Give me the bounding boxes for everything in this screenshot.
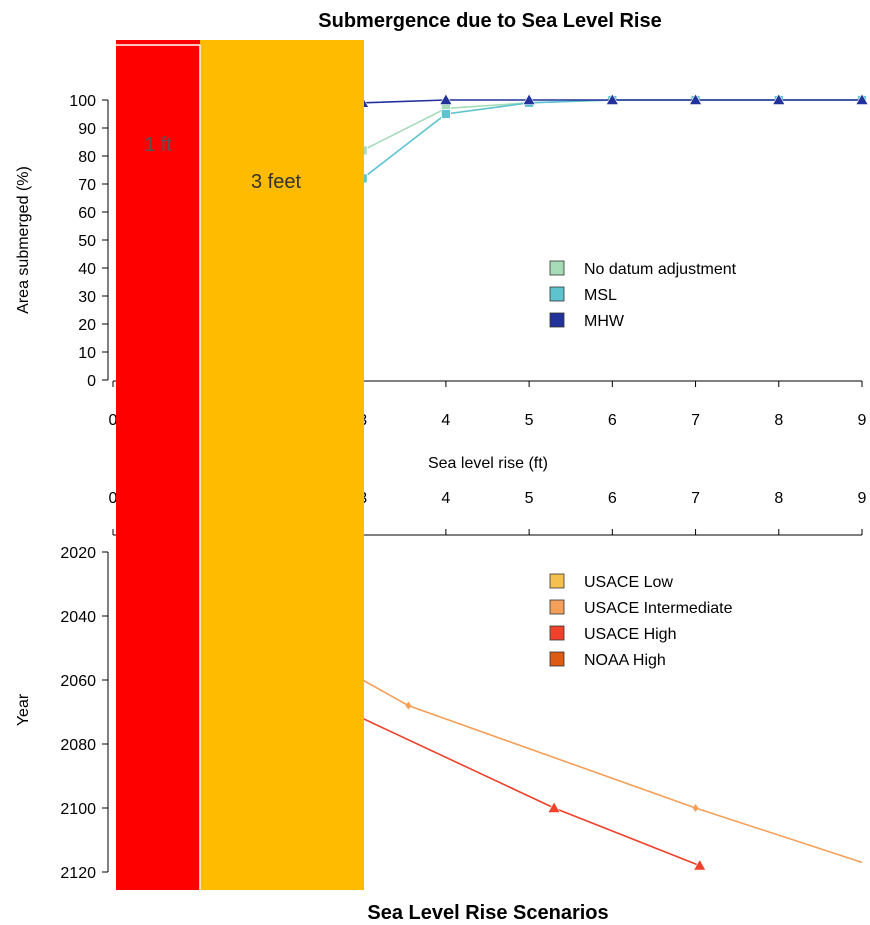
legend-label: MSL <box>584 287 617 304</box>
data-point <box>439 93 453 105</box>
top-x-tick-label: 7 <box>691 412 700 429</box>
legend-swatch <box>549 651 565 667</box>
top-chart-plot <box>356 93 869 184</box>
bottom-chart-title: Sea Level Rise Scenarios <box>367 902 608 924</box>
top-y-tick-label: 90 <box>78 121 96 138</box>
top-y-tick-label: 70 <box>78 177 96 194</box>
bottom-y-tick-label: 2060 <box>60 673 96 690</box>
bottom-chart-plot <box>362 679 863 871</box>
bottom-y-tick-label: 2120 <box>60 865 96 882</box>
legend-label: USACE High <box>584 626 676 643</box>
top-y-tick-label: 50 <box>78 233 96 250</box>
data-point <box>605 93 619 105</box>
bottom-x-tick-label: 4 <box>441 490 450 507</box>
bottom-x-tick-label: 6 <box>608 490 617 507</box>
top-x-tick-label: 0 <box>109 412 118 429</box>
bottom-x-tick-label: 0 <box>109 490 118 507</box>
legend-swatch <box>549 286 565 302</box>
bottom-x-tick-label: 8 <box>774 490 783 507</box>
top-x-tick-label: 9 <box>858 412 867 429</box>
bottom-x-tick-label: 9 <box>858 490 867 507</box>
legend-label: No datum adjustment <box>584 261 737 278</box>
top-x-tick-label: 6 <box>608 412 617 429</box>
top-y-tick-label: 80 <box>78 149 96 166</box>
data-point <box>405 701 412 710</box>
data-point <box>693 858 707 871</box>
series-line-no-datum-adjustment <box>362 99 862 152</box>
data-point <box>440 109 451 119</box>
bottom-x-tick-label: 5 <box>525 490 534 507</box>
top-y-axis-label: Area submerged (%) <box>15 166 32 314</box>
legend-label: NOAA High <box>584 652 666 669</box>
top-chart-axes: 01020304050607080901000123456789 <box>69 93 866 429</box>
bottom-chart-legend: USACE Low USACE Intermediate USACE High NOA… <box>549 573 733 669</box>
top-chart-legend: No datum adjustment MSL MHW <box>549 260 737 330</box>
top-y-tick-label: 0 <box>87 373 96 390</box>
legend-swatch <box>549 625 565 641</box>
bottom-y-tick-label: 2040 <box>60 609 96 626</box>
legend-swatch <box>549 260 565 276</box>
band-1ft-label: 1 ft <box>144 134 172 156</box>
legend-swatch <box>549 312 565 328</box>
legend-swatch <box>549 599 565 615</box>
data-point <box>692 804 699 812</box>
data-point <box>772 93 786 105</box>
bottom-y-tick-label: 2100 <box>60 801 96 818</box>
data-point <box>689 93 703 105</box>
bottom-y-tick-label: 2080 <box>60 737 96 754</box>
data-point <box>855 93 869 105</box>
top-y-tick-label: 10 <box>78 345 96 362</box>
top-y-tick-label: 30 <box>78 289 96 306</box>
bottom-y-tick-label: 2020 <box>60 545 96 562</box>
data-point <box>547 801 561 813</box>
red-band-1ft <box>116 40 200 890</box>
top-chart-title: Submergence due to Sea Level Rise <box>318 10 661 32</box>
legend-label: USACE Intermediate <box>584 600 733 617</box>
yellow-band-3ft <box>200 40 364 890</box>
legend-label: USACE Low <box>584 574 673 591</box>
legend-swatch <box>549 573 565 589</box>
band-3ft-label: 3 feet <box>251 171 301 193</box>
top-x-tick-label: 5 <box>525 412 534 429</box>
top-y-tick-label: 40 <box>78 261 96 278</box>
top-y-tick-label: 60 <box>78 205 96 222</box>
top-x-tick-label: 4 <box>441 412 450 429</box>
top-y-tick-label: 100 <box>69 93 96 110</box>
bottom-y-axis-label: Year <box>15 693 32 726</box>
bottom-x-tick-label: 7 <box>691 490 700 507</box>
top-y-tick-label: 20 <box>78 317 96 334</box>
top-x-axis-label: Sea level rise (ft) <box>428 455 548 472</box>
top-x-tick-label: 8 <box>774 412 783 429</box>
data-point <box>522 93 536 105</box>
series-line-usace-intermediate <box>362 679 863 864</box>
legend-label: MHW <box>584 313 625 330</box>
